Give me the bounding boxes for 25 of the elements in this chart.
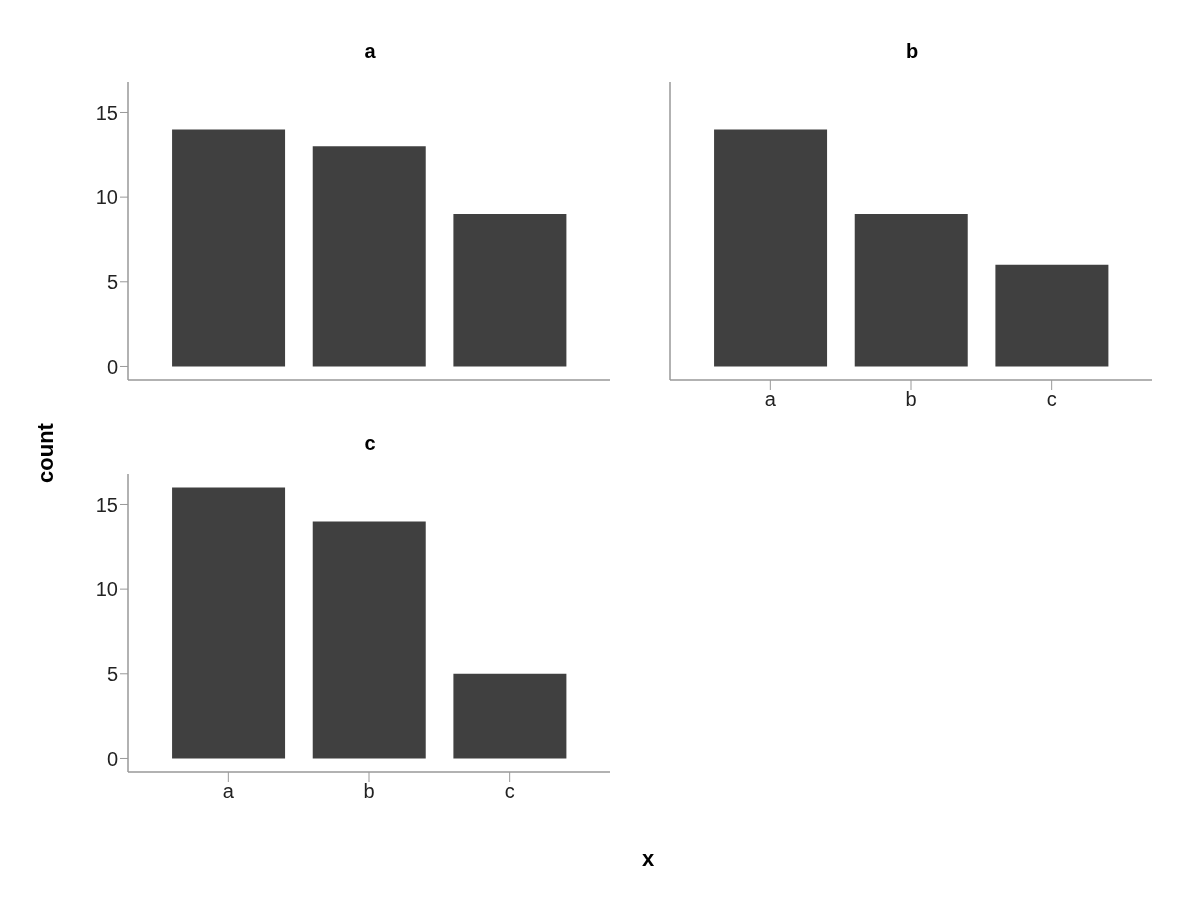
x-tick-label: a xyxy=(764,388,777,411)
chart-title: a xyxy=(363,40,377,64)
y-axis-title: count xyxy=(33,422,59,485)
y-tick-label: 5 xyxy=(106,662,118,685)
y-tick-label: 15 xyxy=(95,101,118,124)
bar xyxy=(453,673,567,759)
y-tick-label: 10 xyxy=(95,578,118,601)
x-tick-label: b xyxy=(363,780,375,803)
y-tick-label: 15 xyxy=(95,493,118,516)
bar xyxy=(172,129,286,367)
y-tick-label: 0 xyxy=(106,747,118,770)
bar xyxy=(312,146,426,367)
bar xyxy=(453,214,567,367)
chart-title: b xyxy=(904,40,920,64)
x-tick-label: c xyxy=(1046,388,1057,411)
bar xyxy=(172,487,286,759)
x-tick-label: a xyxy=(222,780,235,803)
y-tick-label: 0 xyxy=(106,355,118,378)
x-axis-title: x xyxy=(640,846,656,872)
x-tick-label: b xyxy=(905,388,917,411)
chart-title: c xyxy=(363,432,377,456)
y-tick-label: 10 xyxy=(95,186,118,209)
x-tick-label: c xyxy=(504,780,515,803)
bar xyxy=(312,521,426,759)
y-tick-label: 5 xyxy=(106,270,118,293)
